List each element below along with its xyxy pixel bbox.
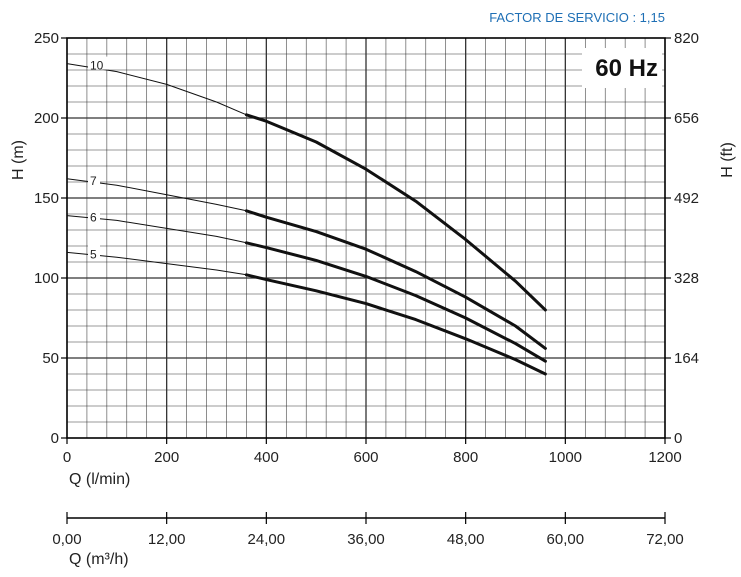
curve-label-bg [88, 171, 100, 185]
x-tick-label: 1000 [549, 449, 582, 466]
service-factor-note: FACTOR DE SERVICIO : 1,15 [489, 10, 665, 25]
secondary-x-axis-ticks: 0,00 12,00 24,00 36,00 48,00 60,00 72,00 [52, 512, 684, 548]
curve-7-bold [244, 209, 547, 350]
x-tick-label: 600 [353, 449, 378, 466]
y-tick-label: 100 [34, 270, 59, 287]
y-axis-left-title: H (m) [10, 140, 27, 180]
y-right-tick-label: 820 [674, 30, 699, 47]
y-axis-left-ticks: 0 50 100 150 200 250 [34, 30, 67, 447]
x-axis-ticks: 0 200 400 600 800 1000 1200 [63, 438, 682, 466]
y-tick-label: 0 [51, 430, 59, 447]
secondary-x-axis-title: Q (m³/h) [69, 551, 129, 568]
frequency-badge: 60 Hz [582, 48, 662, 88]
y-right-tick-label: 164 [674, 350, 699, 367]
x-tick-label: 0 [63, 449, 71, 466]
y-axis-right-title: H (ft) [719, 142, 736, 178]
x-tick-label: 1200 [648, 449, 681, 466]
y-right-tick-label: 656 [674, 110, 699, 127]
x-tick-label: 800 [453, 449, 478, 466]
curve-label-bg [88, 208, 100, 222]
x2-tick-label: 36,00 [347, 531, 385, 548]
y-tick-label: 250 [34, 30, 59, 47]
frequency-label: 60 Hz [595, 55, 658, 82]
x2-tick-label: 60,00 [547, 531, 585, 548]
curve-5-bold [244, 273, 547, 376]
x2-tick-label: 24,00 [248, 531, 286, 548]
curve-label-7: 7 [90, 174, 97, 188]
curve-6-thin [66, 215, 247, 244]
x2-tick-label: 0,00 [52, 531, 81, 548]
curve-label-5: 5 [90, 247, 97, 261]
curve-label-10: 10 [90, 59, 104, 73]
x-axis-title: Q (l/min) [69, 471, 130, 488]
y-axis-right-ticks: 0 164 328 492 656 820 [665, 30, 699, 447]
y-tick-label: 150 [34, 190, 59, 207]
curve-6-bold [244, 241, 547, 363]
y-right-tick-label: 0 [674, 430, 682, 447]
curve-labels: 10 7 6 5 [88, 56, 108, 261]
curve-5-thin [66, 251, 247, 276]
major-grid [67, 38, 665, 438]
curve-7-thin [66, 178, 247, 212]
performance-curves [66, 63, 547, 376]
y-right-tick-label: 492 [674, 190, 699, 207]
y-tick-label: 50 [42, 350, 59, 367]
curve-label-6: 6 [90, 211, 97, 225]
x2-tick-label: 72,00 [646, 531, 684, 548]
curve-label-bg [88, 245, 100, 259]
x2-tick-label: 12,00 [148, 531, 186, 548]
y-right-tick-label: 328 [674, 270, 699, 287]
curve-10-bold [244, 113, 547, 312]
y-tick-label: 200 [34, 110, 59, 127]
curve-label-bg [88, 56, 108, 70]
x2-tick-label: 48,00 [447, 531, 485, 548]
x-tick-label: 400 [254, 449, 279, 466]
x-tick-label: 200 [154, 449, 179, 466]
